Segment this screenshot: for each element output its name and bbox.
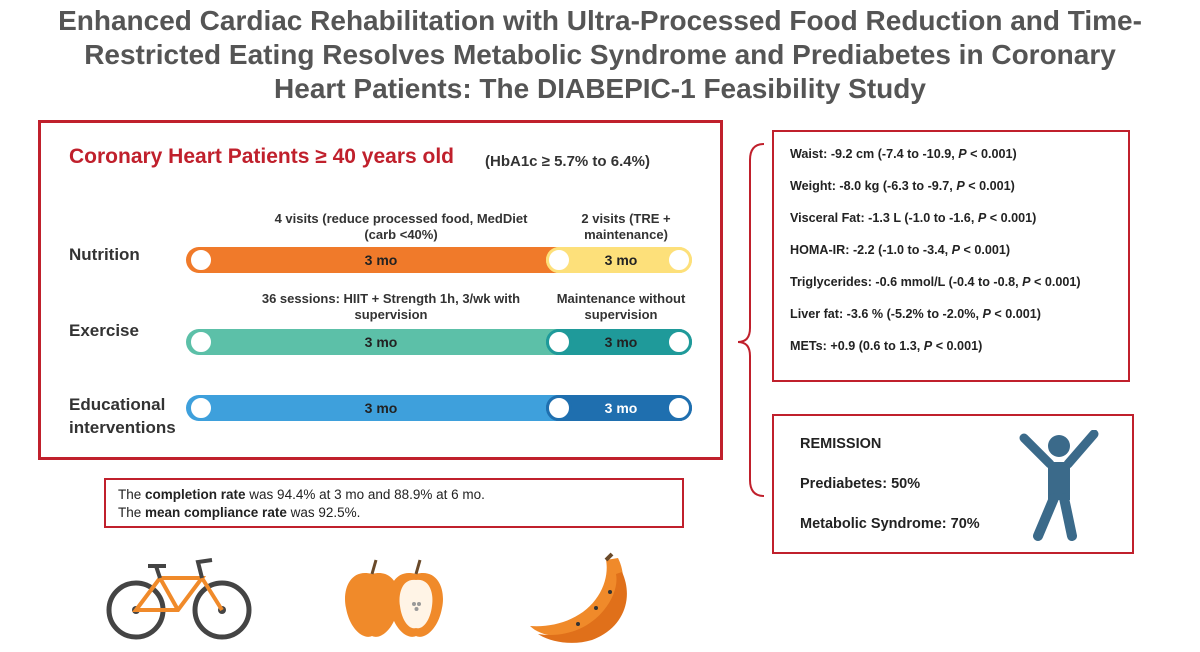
exercise-start-knob: [188, 329, 214, 355]
summary-box: The completion rate was 94.4% at 3 mo an…: [104, 478, 684, 528]
completion-prefix: The: [118, 487, 146, 502]
title-line-3: Heart Patients: The DIABEPIC-1 Feasibili…: [274, 73, 926, 104]
apple-icon: [345, 559, 443, 637]
nutrition-end-knob: [666, 247, 692, 273]
page-title: Enhanced Cardiac Rehabilitation with Ult…: [0, 4, 1200, 106]
result-weight: Weight: -8.0 kg (-6.3 to -9.7, P < 0.001…: [790, 179, 1015, 193]
result-waist: Waist: -9.2 cm (-7.4 to -10.9, P < 0.001…: [790, 147, 1017, 161]
banana-icon: [530, 552, 627, 643]
education-end-knob: [666, 395, 692, 421]
remission-prediabetes: Prediabetes: 50%: [800, 476, 921, 492]
title-line-2: Restricted Eating Resolves Metabolic Syn…: [84, 39, 1116, 70]
exercise-phase2-note: Maintenance without supervision: [556, 291, 686, 322]
remission-box: REMISSION Prediabetes: 50% Metabolic Syn…: [772, 414, 1134, 554]
education-mid-knob: [546, 395, 572, 421]
compliance-prefix: The: [118, 505, 146, 520]
protocol-box: Coronary Heart Patients ≥ 40 years old (…: [38, 120, 723, 460]
remission-title: REMISSION: [800, 436, 882, 452]
compliance-suffix: was 92.5%.: [286, 505, 361, 520]
cheering-person-icon: [1019, 430, 1099, 541]
education-phase2-label: 3 mo: [604, 400, 638, 416]
title-line-1: Enhanced Cardiac Rehabilitation with Ult…: [58, 5, 1142, 36]
bicycle-icon: [106, 558, 252, 640]
result-homa-ir: HOMA-IR: -2.2 (-1.0 to -3.4, P < 0.001): [790, 243, 1011, 257]
exercise-phase1-bar: [186, 329, 576, 355]
nutrition-start-knob: [188, 247, 214, 273]
nutrition-phase1-label: 3 mo: [364, 252, 398, 268]
nutrition-phase2-label: 3 mo: [604, 252, 638, 268]
patients-criteria: (HbA1c ≥ 5.7% to 6.4%): [485, 153, 650, 170]
result-mets: METs: +0.9 (0.6 to 1.3, P < 0.001): [790, 339, 983, 353]
completion-bold: completion rate: [145, 487, 246, 502]
compliance-bold: mean compliance rate: [145, 505, 287, 520]
exercise-phase1-note: 36 sessions: HIIT + Strength 1h, 3/wk wi…: [261, 291, 521, 322]
education-start-knob: [188, 395, 214, 421]
result-liver-fat: Liver fat: -3.6 % (-5.2% to -2.0%, P < 0…: [790, 307, 1041, 321]
remission-metabolic: Metabolic Syndrome: 70%: [800, 516, 980, 532]
nutrition-mid-knob: [546, 247, 572, 273]
bracket-connector: [737, 143, 765, 497]
exercise-end-knob: [666, 329, 692, 355]
exercise-phase2-label: 3 mo: [604, 334, 638, 350]
row-label-exercise: Exercise: [69, 321, 139, 340]
education-phase1-bar: [186, 395, 576, 421]
nutrition-phase1-note: 4 visits (reduce processed food, MedDiet…: [274, 211, 528, 242]
education-phase1-label: 3 mo: [364, 400, 398, 416]
result-visceral-fat: Visceral Fat: -1.3 L (-1.0 to -1.6, P < …: [790, 211, 1037, 225]
exercise-mid-knob: [546, 329, 572, 355]
completion-line: The completion rate was 94.4% at 3 mo an…: [118, 486, 670, 504]
results-box: Waist: -9.2 cm (-7.4 to -10.9, P < 0.001…: [772, 130, 1130, 382]
result-triglycerides: Triglycerides: -0.6 mmol/L (-0.4 to -0.8…: [790, 275, 1081, 289]
nutrition-phase2-note: 2 visits (TRE + maintenance): [581, 211, 671, 242]
compliance-line: The mean compliance rate was 92.5%.: [118, 504, 670, 522]
completion-suffix: was 94.4% at 3 mo and 88.9% at 6 mo.: [245, 487, 485, 502]
nutrition-phase1-bar: [186, 247, 576, 273]
exercise-phase1-label: 3 mo: [364, 334, 398, 350]
patients-heading: Coronary Heart Patients ≥ 40 years old: [69, 145, 455, 168]
row-label-educational: Educational interventions: [69, 395, 176, 437]
row-label-nutrition: Nutrition: [69, 245, 140, 264]
